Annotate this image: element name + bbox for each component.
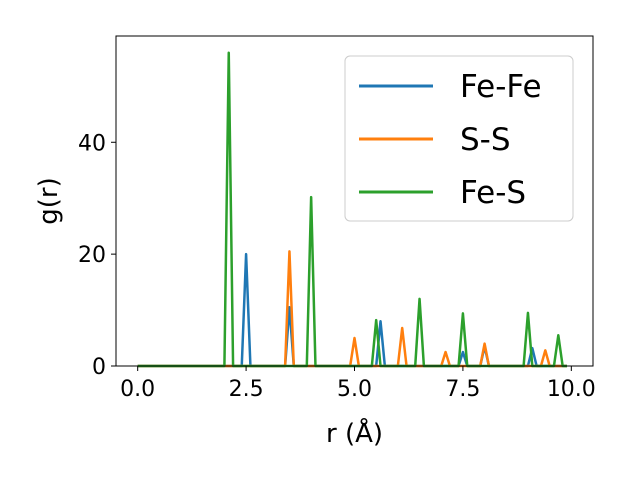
y-tick-label: 40 [78,131,106,156]
x-tick-label: 5.0 [337,377,372,402]
legend-label-fe-fe: Fe-Fe [460,69,542,105]
x-tick-label: 0.0 [120,377,155,402]
x-tick-label: 2.5 [229,377,264,402]
x-tick-label: 10.0 [547,377,596,402]
legend-label-fe-s: Fe-S [460,175,526,211]
x-axis-ticks: 0.0 2.5 5.0 7.5 10.0 [120,366,596,402]
y-tick-label: 0 [92,355,106,380]
y-axis-label: g(r) [34,177,64,224]
legend-label-s-s: S-S [460,122,511,158]
y-axis-ticks: 0 20 40 [78,131,116,380]
legend-frame [344,55,574,222]
legend: Fe-Fe S-S Fe-S [344,55,574,222]
x-axis-label: r (Å) [326,417,383,449]
x-tick-label: 7.5 [445,377,480,402]
y-tick-label: 20 [78,243,106,268]
